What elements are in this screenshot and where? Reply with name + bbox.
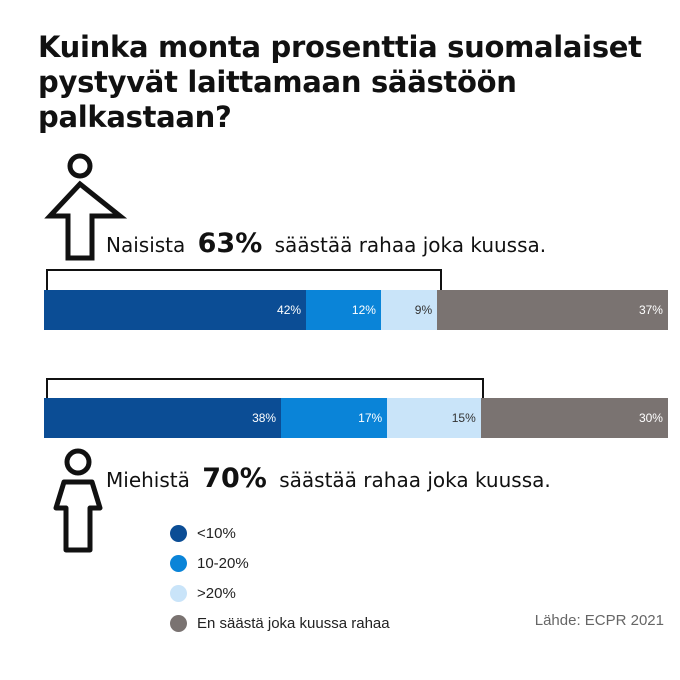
legend-swatch bbox=[170, 554, 187, 572]
legend-swatch bbox=[170, 524, 187, 542]
legend-label: En säästä joka kuussa rahaa bbox=[197, 614, 390, 632]
women-prefix: Naisista bbox=[106, 233, 186, 257]
men-bar: 38% 17% 15% 30% bbox=[44, 398, 668, 438]
legend-swatch bbox=[170, 614, 187, 632]
bar-segment: 38% bbox=[44, 398, 282, 438]
bar-segment: 37% bbox=[437, 290, 668, 330]
men-saving-bracket bbox=[46, 378, 484, 400]
legend-label: 10-20% bbox=[197, 554, 249, 572]
legend-label: <10% bbox=[197, 524, 236, 542]
men-headline: Miehistä 70% säästää rahaa joka kuussa. bbox=[106, 463, 551, 494]
women-bar: 42% 12% 9% 37% bbox=[44, 290, 668, 330]
man-figure-icon bbox=[53, 448, 103, 553]
legend-item: <10% bbox=[170, 518, 390, 548]
bar-segment: 9% bbox=[380, 290, 438, 330]
legend-label: >20% bbox=[197, 584, 236, 602]
bar-value-label: 17% bbox=[358, 411, 383, 425]
women-percent: 63% bbox=[197, 228, 263, 259]
bar-value-label: 42% bbox=[277, 303, 302, 317]
bar-value-label: 15% bbox=[451, 411, 476, 425]
bar-value-label: 37% bbox=[638, 303, 663, 317]
bar-segment: 15% bbox=[387, 398, 481, 438]
bar-value-label: 9% bbox=[414, 303, 433, 317]
men-suffix: säästää rahaa joka kuussa. bbox=[279, 468, 551, 492]
bar-segment: 30% bbox=[480, 398, 668, 438]
women-headline: Naisista 63% säästää rahaa joka kuussa. bbox=[106, 228, 546, 259]
bar-segment: 42% bbox=[44, 290, 307, 330]
legend-item: En säästä joka kuussa rahaa bbox=[170, 608, 390, 638]
men-percent: 70% bbox=[202, 463, 267, 494]
men-prefix: Miehistä bbox=[106, 468, 190, 492]
bar-segment: 12% bbox=[306, 290, 381, 330]
legend-item: 10-20% bbox=[170, 548, 390, 578]
women-suffix: säästää rahaa joka kuussa. bbox=[274, 233, 547, 257]
bar-value-label: 12% bbox=[351, 303, 376, 317]
bar-segment: 17% bbox=[281, 398, 388, 438]
legend-swatch bbox=[170, 584, 187, 602]
bar-value-label: 30% bbox=[638, 411, 663, 425]
legend-item: >20% bbox=[170, 578, 390, 608]
bar-value-label: 38% bbox=[252, 411, 277, 425]
woman-figure-icon bbox=[44, 153, 128, 261]
legend: <10% 10-20% >20% En säästä joka kuussa raha… bbox=[170, 518, 390, 638]
source-note: Lähde: ECPR 2021 bbox=[534, 612, 664, 629]
women-saving-bracket bbox=[46, 269, 442, 291]
chart-title: Kuinka monta prosenttia suomalaiset pyst… bbox=[38, 30, 642, 134]
